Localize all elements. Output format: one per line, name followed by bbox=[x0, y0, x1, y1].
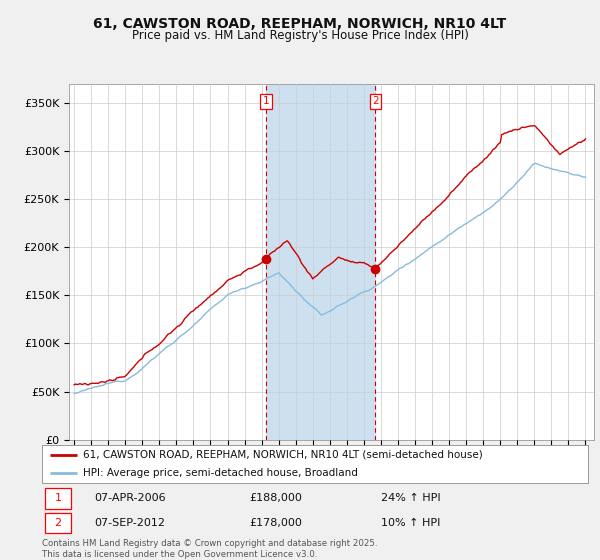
Text: 07-APR-2006: 07-APR-2006 bbox=[94, 493, 166, 503]
FancyBboxPatch shape bbox=[45, 488, 71, 508]
Text: 1: 1 bbox=[263, 96, 269, 106]
Text: £188,000: £188,000 bbox=[250, 493, 302, 503]
Text: 07-SEP-2012: 07-SEP-2012 bbox=[94, 518, 165, 528]
Text: 10% ↑ HPI: 10% ↑ HPI bbox=[380, 518, 440, 528]
Text: 61, CAWSTON ROAD, REEPHAM, NORWICH, NR10 4LT: 61, CAWSTON ROAD, REEPHAM, NORWICH, NR10… bbox=[94, 17, 506, 31]
Text: 1: 1 bbox=[55, 493, 61, 503]
Text: £178,000: £178,000 bbox=[250, 518, 302, 528]
Text: Contains HM Land Registry data © Crown copyright and database right 2025.
This d: Contains HM Land Registry data © Crown c… bbox=[42, 539, 377, 559]
Bar bbox=[266, 84, 376, 440]
Text: 24% ↑ HPI: 24% ↑ HPI bbox=[380, 493, 440, 503]
Text: Price paid vs. HM Land Registry's House Price Index (HPI): Price paid vs. HM Land Registry's House … bbox=[131, 29, 469, 42]
Text: 61, CAWSTON ROAD, REEPHAM, NORWICH, NR10 4LT (semi-detached house): 61, CAWSTON ROAD, REEPHAM, NORWICH, NR10… bbox=[83, 450, 482, 460]
Text: 2: 2 bbox=[372, 96, 379, 106]
FancyBboxPatch shape bbox=[45, 513, 71, 533]
Text: HPI: Average price, semi-detached house, Broadland: HPI: Average price, semi-detached house,… bbox=[83, 468, 358, 478]
Text: 2: 2 bbox=[54, 518, 61, 528]
